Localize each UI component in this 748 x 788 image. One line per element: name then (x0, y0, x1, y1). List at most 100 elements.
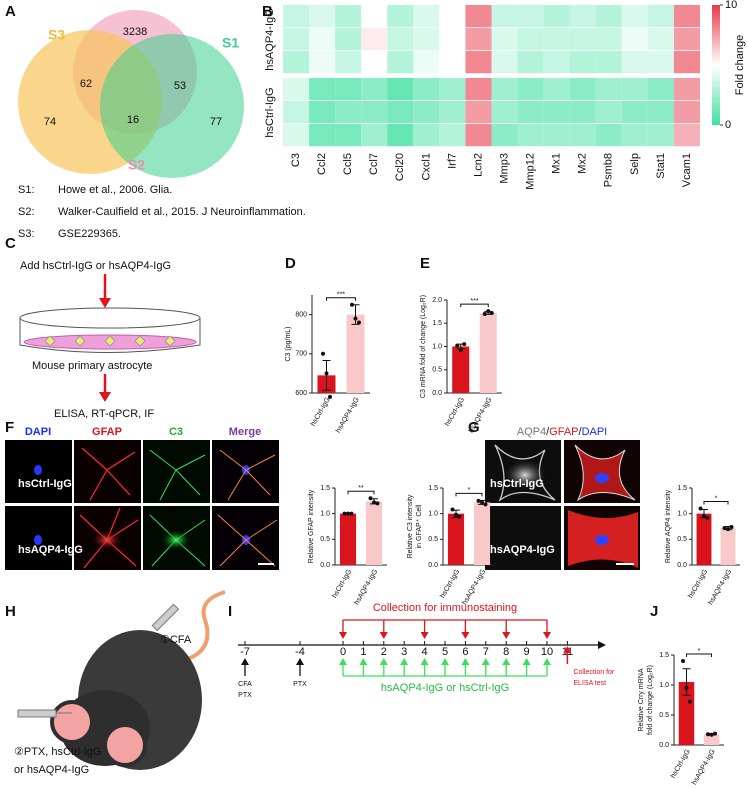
syringe (17, 709, 57, 718)
y-tick-label: 1.0 (659, 682, 669, 689)
aqp4-signal (494, 444, 556, 502)
note-key: S2: (18, 206, 35, 218)
ear (50, 700, 94, 744)
y-axis-label: C3 (pg/mL) (285, 326, 292, 361)
channel-label: AQP4 (517, 426, 546, 438)
significance-bracket (460, 303, 489, 308)
heatmap-cell (491, 78, 518, 101)
heatmap-cell (543, 51, 570, 74)
heatmap-cell (387, 78, 414, 101)
heatmap-cell (517, 101, 544, 124)
data-point (321, 351, 325, 356)
heatmap-cell (517, 124, 544, 147)
heatmap-cell (621, 124, 648, 147)
heatmap-cell (465, 78, 492, 101)
heatmap-cell (335, 124, 362, 147)
heatmap-cell (335, 51, 362, 74)
arrow-head (99, 392, 111, 402)
timeline-tick-label: 3 (401, 646, 407, 658)
bar (479, 313, 497, 393)
significance-bracket (347, 490, 375, 495)
row-label: hsCtrl-IgG (490, 478, 544, 490)
significance: * (715, 495, 718, 502)
data-point (450, 507, 455, 512)
data-point (709, 732, 714, 737)
heatmap-cell (595, 28, 622, 51)
timeline-tick-label: 4 (422, 646, 428, 658)
arrow-head (379, 632, 388, 639)
tail (184, 590, 226, 662)
heatmap-cell (361, 101, 388, 124)
bracket-label: Collection for immunostaining (373, 602, 517, 614)
significance: *** (337, 292, 345, 299)
bar (696, 513, 712, 565)
significance-bracket (326, 297, 356, 301)
x-tick-label: hsCtrl-IgG (444, 396, 466, 427)
heatmap-cell (569, 101, 596, 124)
y-axis-label: fold of change (Log₂R) (647, 665, 654, 735)
note-text: Walker-Caulfield et al., 2015. J Neuroin… (58, 206, 306, 218)
timeline-tick-label: 6 (462, 646, 468, 658)
y-tick-label: 0.0 (677, 562, 687, 569)
arrow-head (441, 658, 449, 665)
arrow-head (502, 632, 511, 639)
heatmap-cell (517, 78, 544, 101)
significance: *** (470, 298, 478, 305)
cells (44, 335, 176, 347)
bar (339, 513, 357, 565)
note-key: S1: (18, 184, 35, 196)
heatmap-cell (335, 78, 362, 101)
heatmap-cell (595, 78, 622, 101)
bracket-label: hsAQP4-IgG or hsCtrl-IgG (381, 682, 509, 694)
data-point (713, 731, 717, 736)
heatmap-cell (465, 51, 492, 74)
heatmap-cell (335, 28, 362, 51)
x-tick-label: hsAQP4-IgG (353, 568, 379, 606)
heatmap-cell (413, 5, 440, 28)
panel-label: I (228, 603, 232, 620)
x-tick-label: hsCtrl-IgG (310, 396, 332, 427)
y-tick-label: 0.5 (432, 367, 442, 374)
column-label: Psmb8 (603, 153, 615, 187)
heatmap-cell (543, 5, 570, 28)
significance-bracket (686, 653, 712, 657)
arrow-head (359, 658, 368, 665)
elisa-label: ELISA test (573, 680, 606, 687)
heatmap-cell (387, 101, 414, 124)
heatmap-cell (647, 28, 674, 51)
timeline-tick-label: 7 (483, 646, 489, 658)
arrow-head (339, 632, 347, 639)
colorbar (712, 5, 720, 125)
channel-label: C3 (169, 426, 183, 438)
arrow-head (420, 658, 429, 665)
venn-count: 16 (127, 114, 139, 126)
heatmap-cell (439, 51, 466, 74)
column-label: Mx2 (577, 153, 589, 174)
venn-circle-s1 (100, 34, 244, 178)
column-label: Vcam1 (681, 153, 693, 187)
heatmap-cell (647, 51, 674, 74)
data-point (705, 515, 710, 520)
step-label: ②PTX, hsCtrl-IgG (14, 746, 101, 758)
aqp4-body (503, 459, 547, 491)
micrograph (485, 506, 561, 570)
heatmap-cell (309, 28, 336, 51)
x-tick-label: hsCtrl-IgG (439, 568, 461, 599)
data-point (726, 527, 730, 532)
y-tick-label: 0.5 (677, 536, 687, 543)
timeline-tick-label: -7 (240, 646, 250, 658)
row-label: hsAQP4-IgG (490, 544, 555, 556)
gfap-body (91, 530, 123, 550)
data-point (480, 500, 484, 505)
column-label: Ccl20 (394, 153, 406, 181)
significance: * (468, 487, 471, 494)
column-label: Ccl5 (342, 153, 354, 175)
heatmap-cell (283, 101, 310, 124)
heatmap-cell (465, 5, 492, 28)
data-point (681, 659, 685, 663)
heatmap-cell (647, 5, 674, 28)
panel-f-images: DAPI GFAP C3 Merge hsCtrl-IgG hsAQP4-IgG (5, 426, 279, 570)
data-point (483, 502, 488, 507)
data-point (350, 302, 354, 307)
